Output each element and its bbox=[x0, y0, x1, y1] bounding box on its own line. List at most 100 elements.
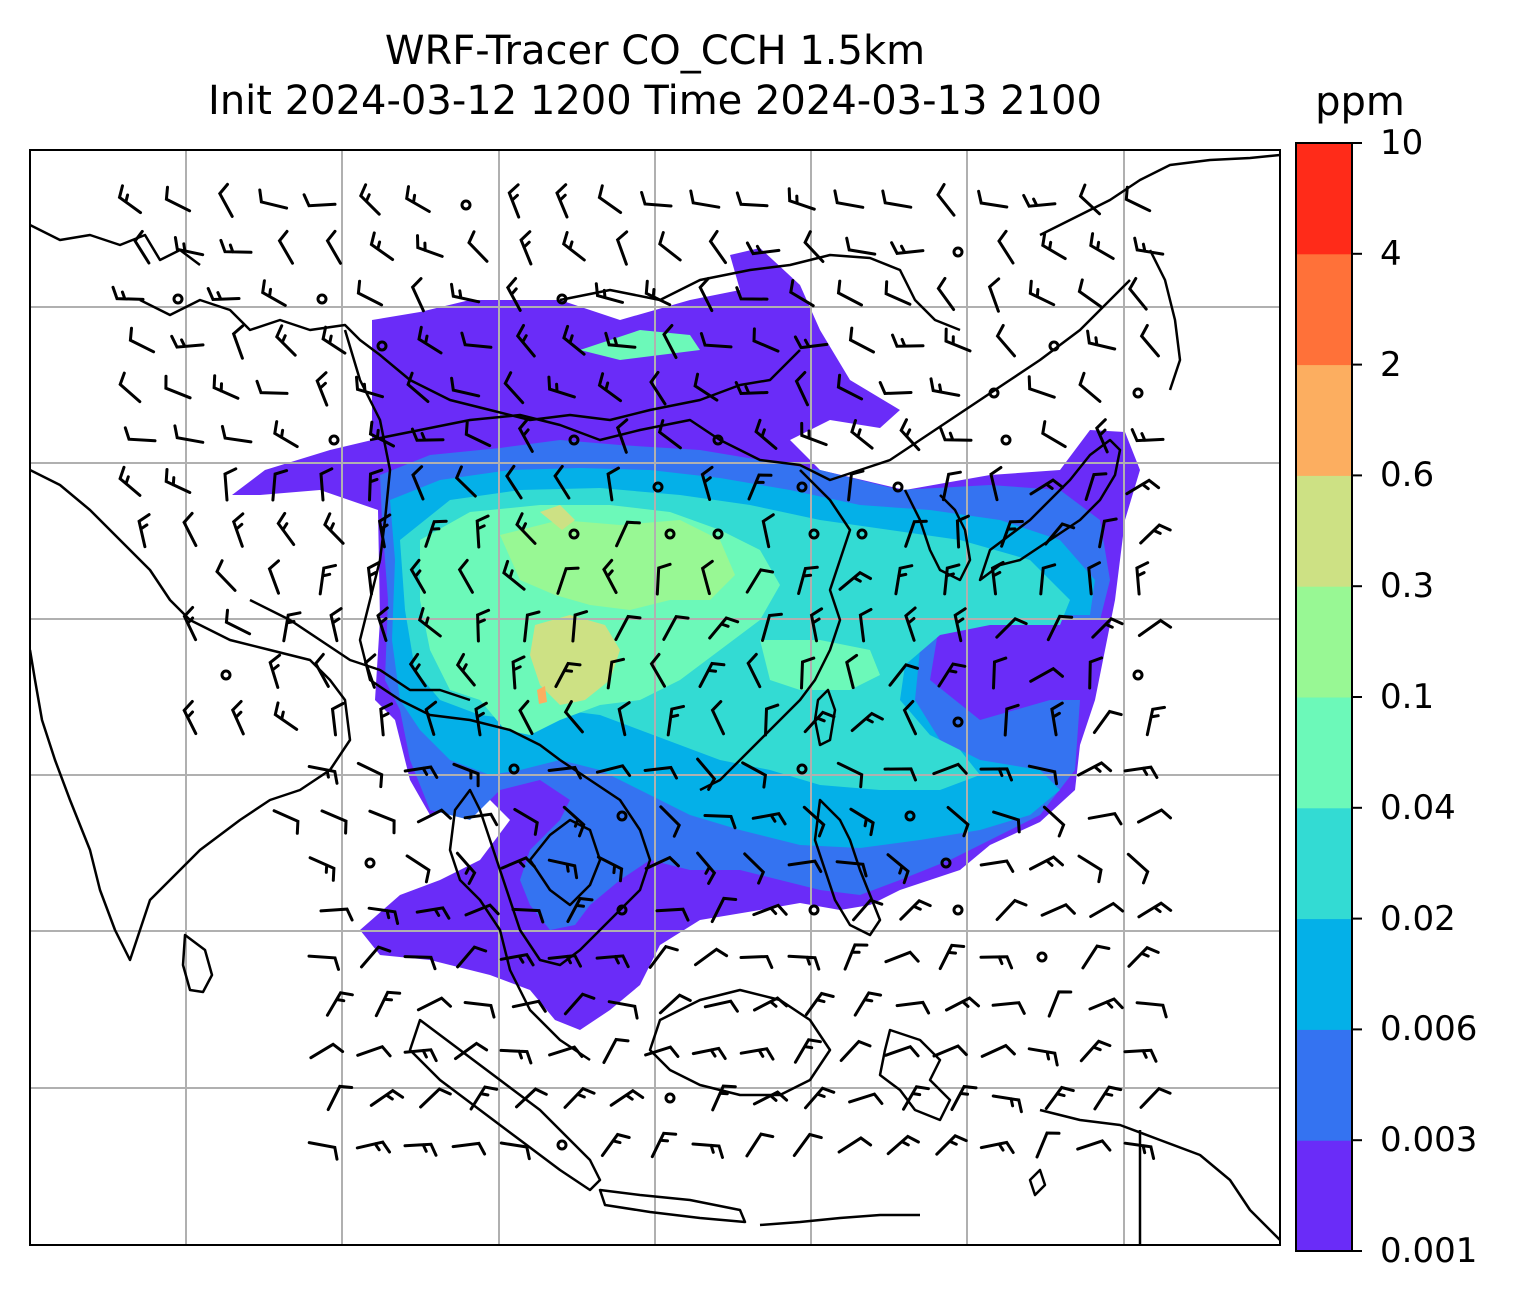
wind-barb bbox=[313, 652, 330, 688]
wind-barb bbox=[475, 514, 490, 549]
wind-barb bbox=[323, 512, 345, 545]
wind-barb bbox=[745, 241, 781, 256]
wind-barb bbox=[703, 999, 739, 1013]
wind-barb bbox=[377, 513, 392, 549]
wind-barb bbox=[325, 991, 354, 1017]
wind-barb bbox=[936, 183, 956, 217]
wind-barb bbox=[505, 464, 523, 500]
colorbar-segment bbox=[1296, 807, 1352, 920]
wind-barb bbox=[368, 809, 396, 835]
wind-barb bbox=[662, 324, 678, 359]
coastline-sri-lanka bbox=[181, 933, 214, 994]
field-level-0.6 bbox=[537, 686, 547, 704]
wind-barb bbox=[1137, 808, 1172, 824]
colorbar-tick-label: 4 bbox=[1380, 233, 1402, 274]
wind-barb bbox=[602, 1037, 630, 1064]
wind-barb bbox=[711, 1084, 737, 1112]
wind-barb bbox=[463, 812, 499, 827]
co-concentration-field bbox=[232, 248, 1140, 1030]
wind-barb bbox=[275, 324, 297, 357]
wind-barb bbox=[231, 324, 245, 360]
wind-barb bbox=[1133, 236, 1165, 256]
wind-barb bbox=[1089, 232, 1115, 260]
wind-barb bbox=[220, 424, 253, 444]
colorbar-segment bbox=[1296, 697, 1352, 809]
wind-barb bbox=[615, 418, 629, 454]
wind-barb bbox=[469, 1085, 499, 1111]
wind-barb bbox=[995, 324, 1016, 358]
wind-barb bbox=[746, 652, 762, 689]
coastlines-and-borders bbox=[30, 153, 1280, 1245]
wind-barb bbox=[992, 810, 1021, 834]
wind-barb bbox=[944, 327, 972, 353]
colorbar-tick-label: 2 bbox=[1380, 344, 1402, 385]
coastline-china-east bbox=[699, 469, 852, 792]
wind-barb bbox=[691, 1142, 724, 1159]
wind-barb bbox=[886, 1134, 920, 1156]
wind-barb bbox=[694, 947, 729, 967]
wind-barb bbox=[308, 856, 336, 882]
wind-barb bbox=[515, 512, 537, 545]
wind-barb bbox=[1041, 420, 1067, 449]
wind-barb bbox=[597, 372, 622, 403]
wind-barb bbox=[1137, 618, 1173, 637]
wind-barb bbox=[953, 607, 967, 643]
wind-barb bbox=[1125, 478, 1161, 496]
colorbar-tick-label: 0.006 bbox=[1380, 1009, 1478, 1050]
wind-barb bbox=[417, 607, 442, 638]
wind-barb bbox=[615, 520, 641, 548]
wind-barb bbox=[547, 375, 576, 399]
wind-barb bbox=[547, 858, 579, 880]
wind-barb-calm bbox=[796, 763, 808, 775]
wind-barb bbox=[326, 1084, 354, 1112]
wind-barb bbox=[752, 903, 788, 917]
wind-barb bbox=[955, 514, 970, 549]
wind-barb bbox=[457, 558, 474, 594]
wind-barb bbox=[173, 236, 205, 257]
wind-barb-calm bbox=[376, 340, 388, 352]
wind-barb bbox=[1126, 852, 1150, 885]
wind-barb bbox=[888, 663, 919, 687]
border-china-west bbox=[343, 329, 561, 761]
wind-barb bbox=[523, 610, 541, 643]
wind-barb bbox=[902, 700, 917, 736]
wind-barb bbox=[710, 896, 738, 924]
wind-barb bbox=[503, 371, 525, 405]
wind-barb-calm bbox=[1000, 434, 1012, 446]
wind-barb bbox=[369, 231, 395, 261]
wind-barb bbox=[837, 1136, 873, 1154]
wind-barb bbox=[883, 767, 917, 782]
wind-barb bbox=[929, 377, 961, 397]
coastline-japan bbox=[978, 438, 1122, 582]
wind-barb bbox=[416, 234, 444, 258]
coastline-lesser-sunda bbox=[759, 1213, 920, 1227]
wind-barb bbox=[1040, 903, 1076, 917]
wind-barb bbox=[556, 566, 580, 595]
wind-barb bbox=[735, 286, 769, 301]
wind-barb bbox=[979, 955, 1014, 970]
wind-barb bbox=[700, 465, 714, 501]
wind-barb bbox=[853, 991, 883, 1017]
wind-barb bbox=[849, 807, 875, 837]
wind-barb bbox=[137, 513, 151, 549]
wind-barb bbox=[456, 945, 488, 969]
wind-barb bbox=[904, 519, 928, 548]
wind-barb bbox=[1029, 855, 1064, 871]
wind-barb bbox=[836, 279, 863, 307]
wind-barb bbox=[231, 512, 245, 548]
wind-barb bbox=[644, 855, 680, 870]
wind-barb bbox=[751, 812, 787, 826]
wind-barb bbox=[990, 561, 1005, 596]
wind-barb bbox=[803, 710, 836, 734]
wind-barb bbox=[987, 277, 1001, 313]
coastline-indochina bbox=[448, 758, 652, 1062]
wind-barb bbox=[268, 653, 282, 689]
wind-barb bbox=[739, 954, 774, 969]
wind-barb-calm bbox=[808, 904, 820, 916]
wind-barb bbox=[884, 1044, 920, 1058]
wind-barb bbox=[839, 1039, 872, 1062]
wind-barb bbox=[648, 944, 679, 969]
wind-barb bbox=[566, 896, 594, 923]
wind-barb bbox=[355, 375, 384, 399]
wind-barb bbox=[804, 991, 835, 1016]
